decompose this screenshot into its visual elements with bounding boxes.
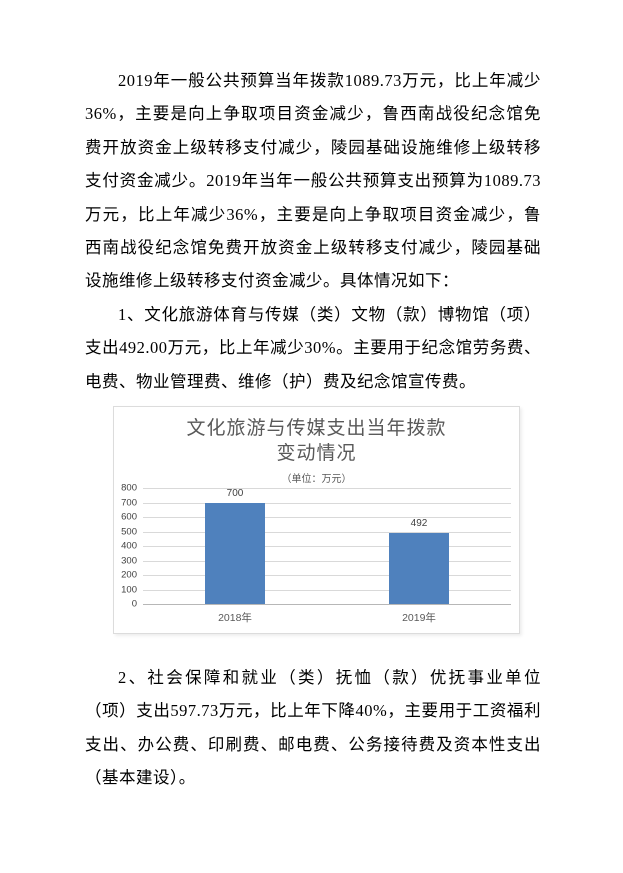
gridline: [143, 560, 511, 562]
y-axis-tick-label: 300: [121, 555, 137, 567]
y-axis-tick-label: 500: [121, 526, 137, 538]
x-axis-category-label: 2019年: [402, 612, 436, 625]
y-axis-tick-label: 400: [121, 540, 137, 552]
chart-plot: 0 100 200 300 400 500 600 700 800 700 2018年 492 2019…: [121, 483, 511, 624]
paragraph-item-2-social-security: 2、社会保障和就业（类）抚恤（款）优抚事业单位（项）支出597.73万元，比上年…: [85, 668, 541, 788]
gridline: [143, 546, 511, 548]
bar-data-label: 492: [410, 517, 428, 529]
bar-chart: 文化旅游与传媒支出当年拨款 变动情况 （单位：万元） 0 100 200 300 400…: [113, 406, 520, 635]
y-axis-tick-label: 0: [131, 598, 137, 610]
bar-2019年: [389, 532, 449, 605]
paragraph-budget-overview: 2019年一般公共预算当年拨款1089.73万元，比上年减少36%，主要是向上争…: [85, 71, 541, 291]
gridline: [143, 531, 511, 533]
chart-title-line-2: 变动情况: [276, 443, 357, 465]
gridline: [143, 502, 511, 504]
chart-title-line-1: 文化旅游与传媒支出当年拨款: [186, 418, 447, 440]
gridline: [143, 575, 511, 577]
x-axis-category-label: 2018年: [218, 612, 252, 625]
chart-title: 文化旅游与传媒支出当年拨款 变动情况: [114, 416, 519, 466]
y-axis-tick-label: 100: [121, 584, 137, 596]
y-axis-tick-label: 600: [121, 511, 137, 523]
chart-subtitle: （单位：万元）: [281, 474, 352, 486]
document-content: 2019年一般公共预算当年拨款1089.73万元，比上年减少36%，主要是向上争…: [85, 71, 541, 788]
gridline: [143, 589, 511, 591]
gridline: [143, 517, 511, 519]
bar-2018年: [205, 502, 265, 605]
gridline: [143, 604, 511, 606]
gridline: [143, 488, 511, 490]
bar-data-label: 700: [226, 487, 244, 499]
y-axis-tick-label: 800: [121, 482, 137, 494]
y-axis-tick-label: 700: [121, 497, 137, 509]
y-axis-tick-label: 200: [121, 569, 137, 581]
paragraph-item-1-culture-tourism: 1、文化旅游体育与传媒（类）文物（款）博物馆（项）支出492.00万元，比上年减…: [85, 304, 541, 391]
